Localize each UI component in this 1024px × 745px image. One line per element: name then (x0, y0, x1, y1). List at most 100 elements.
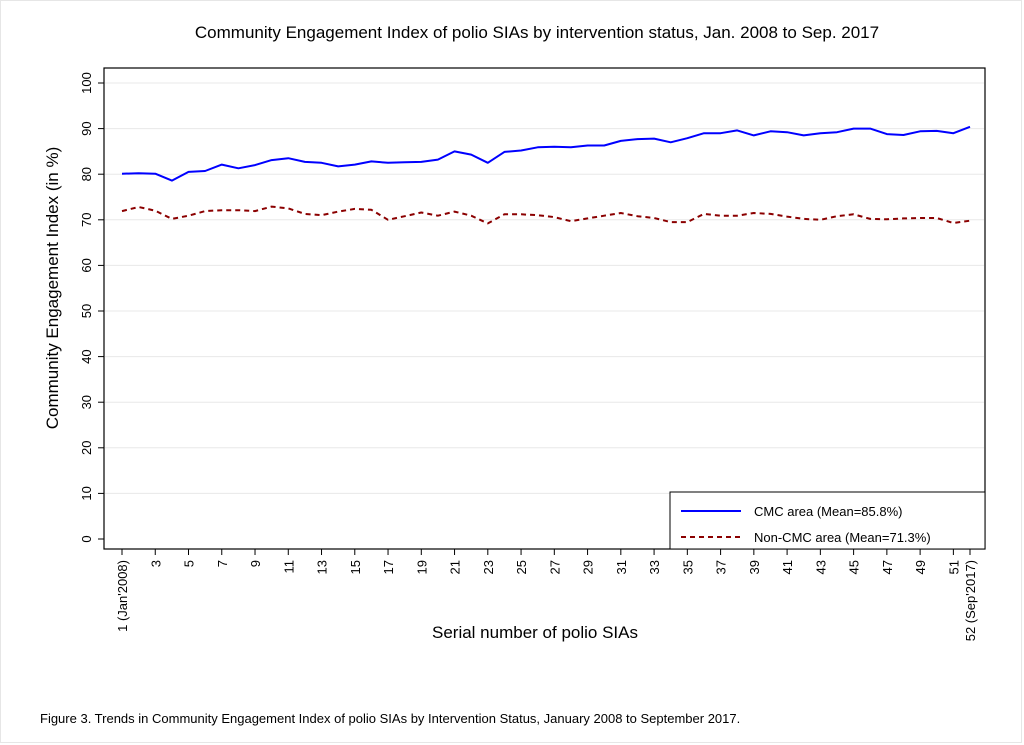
x-tick-label: 33 (647, 560, 662, 574)
non-cmc-point-47 (885, 218, 888, 221)
y-tick-label: 90 (79, 121, 94, 135)
cmc-point-12 (303, 160, 306, 163)
cmc-point-25 (520, 149, 523, 152)
x-tick-label: 9 (248, 560, 263, 567)
cmc-point-43 (819, 132, 822, 135)
cmc-point-51 (952, 132, 955, 135)
x-tick-label: 45 (847, 560, 862, 574)
cmc-point-37 (719, 132, 722, 135)
legend: CMC area (Mean=85.8%) Non-CMC area (Mean… (669, 491, 986, 550)
x-tick-label: 1 (Jan'2008) (115, 560, 130, 632)
cmc-point-3 (154, 172, 157, 175)
non-cmc-point-10 (270, 205, 273, 208)
x-tick-label: 35 (680, 560, 695, 574)
y-tick-label: 100 (79, 72, 94, 94)
y-tick-label: 80 (79, 167, 94, 181)
cmc-point-15 (353, 163, 356, 166)
x-tick-label: 15 (348, 560, 363, 574)
cmc-point-16 (370, 160, 373, 163)
x-tick-label: 19 (414, 560, 429, 574)
non-cmc-point-23 (486, 222, 489, 225)
cmc-point-5 (187, 170, 190, 173)
cmc-point-19 (420, 160, 423, 163)
cmc-point-23 (486, 161, 489, 164)
cmc-point-50 (935, 129, 938, 132)
non-cmc-point-48 (902, 217, 905, 220)
cmc-point-38 (736, 129, 739, 132)
y-tick-label: 40 (79, 349, 94, 363)
cmc-point-39 (752, 134, 755, 137)
cmc-point-33 (653, 137, 656, 140)
non-cmc-point-49 (919, 216, 922, 219)
non-cmc-point-22 (470, 214, 473, 217)
non-cmc-point-28 (569, 220, 572, 223)
y-tick-label: 10 (79, 486, 94, 500)
series-line-non-cmc (121, 205, 971, 225)
cmc-point-41 (786, 131, 789, 134)
non-cmc-point-13 (320, 214, 323, 217)
cmc-point-1 (121, 172, 124, 175)
non-cmc-point-14 (337, 210, 340, 213)
x-tick-label: 21 (448, 560, 463, 574)
x-tick-label: 13 (315, 560, 330, 574)
cmc-point-10 (270, 159, 273, 162)
non-cmc-point-29 (586, 217, 589, 220)
non-cmc-point-37 (719, 214, 722, 217)
non-cmc-point-42 (802, 217, 805, 220)
cmc-point-45 (852, 127, 855, 130)
non-cmc-point-3 (154, 209, 157, 212)
non-cmc-point-7 (220, 209, 223, 212)
non-cmc-point-46 (869, 217, 872, 220)
non-cmc-point-15 (353, 207, 356, 210)
non-cmc-point-45 (852, 213, 855, 216)
cmc-point-8 (237, 167, 240, 170)
non-cmc-point-9 (254, 210, 257, 213)
cmc-point-32 (636, 138, 639, 141)
y-tick-label: 30 (79, 395, 94, 409)
non-cmc-point-17 (387, 218, 390, 221)
cmc-point-44 (835, 131, 838, 134)
non-cmc-point-44 (835, 215, 838, 218)
x-tick-label: 3 (148, 560, 163, 567)
cmc-point-2 (137, 172, 140, 175)
non-cmc-point-39 (752, 211, 755, 214)
x-tick-label: 27 (547, 560, 562, 574)
cmc-point-18 (403, 161, 406, 164)
cmc-point-6 (204, 170, 207, 173)
cmc-point-28 (569, 146, 572, 149)
non-cmc-point-5 (187, 214, 190, 217)
x-tick-label: 41 (780, 560, 795, 574)
non-cmc-point-11 (287, 207, 290, 210)
cmc-point-34 (669, 141, 672, 144)
non-cmc-point-31 (619, 211, 622, 214)
x-tick-label: 47 (880, 560, 895, 574)
x-axis: 1 (Jan'2008) 3 5 7 9 11 13 15 17 19 21 23 25 27 29 31 33… (115, 549, 978, 641)
non-cmc-point-24 (503, 213, 506, 216)
x-tick-label: 52 (Sep'2017) (963, 560, 978, 641)
x-tick-label: 51 (946, 560, 961, 574)
y-tick-label: 0 (79, 535, 94, 542)
non-cmc-point-25 (520, 213, 523, 216)
non-cmc-point-40 (769, 212, 772, 215)
non-cmc-point-21 (453, 210, 456, 213)
cmc-point-40 (769, 130, 772, 133)
chart-title: Community Engagement Index of polio SIAs… (195, 23, 879, 42)
cmc-point-14 (337, 165, 340, 168)
plot-area (103, 67, 986, 550)
non-cmc-point-16 (370, 208, 373, 211)
cmc-point-31 (619, 139, 622, 142)
cmc-point-13 (320, 161, 323, 164)
cmc-point-22 (470, 153, 473, 156)
non-cmc-point-43 (819, 218, 822, 221)
y-tick-label: 20 (79, 441, 94, 455)
non-cmc-point-1 (121, 210, 124, 213)
non-cmc-point-27 (553, 216, 556, 219)
legend-label-cmc: CMC area (Mean=85.8%) (754, 504, 902, 519)
x-tick-label: 17 (381, 560, 396, 574)
non-cmc-point-19 (420, 211, 423, 214)
non-cmc-point-4 (170, 217, 173, 220)
cmc-point-27 (553, 145, 556, 148)
cmc-point-7 (220, 163, 223, 166)
x-tick-label: 29 (581, 560, 596, 574)
non-cmc-point-20 (436, 214, 439, 217)
